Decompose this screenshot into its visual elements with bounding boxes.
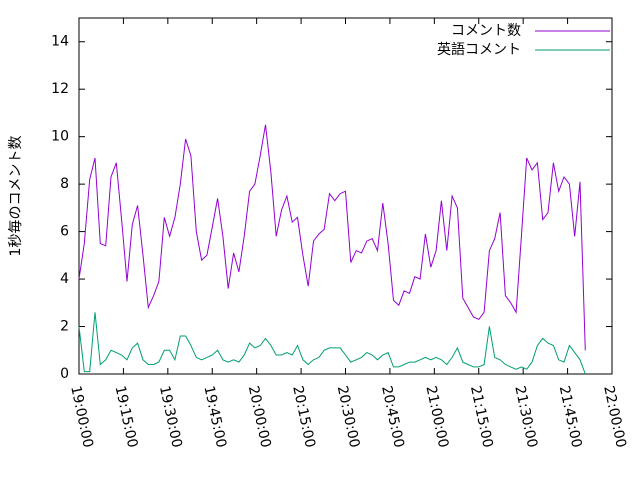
x-tick-label: 21:15:00 [467, 384, 496, 449]
y-tick-label: 6 [60, 224, 69, 240]
x-tick-label: 20:00:00 [245, 384, 274, 449]
x-tick-label: 19:30:00 [156, 384, 185, 449]
y-tick-label: 8 [60, 176, 69, 192]
y-tick-label: 4 [60, 271, 69, 287]
y-tick-label: 12 [51, 81, 69, 97]
x-tick-label: 20:15:00 [289, 384, 318, 449]
x-tick-label: 21:30:00 [511, 384, 540, 449]
x-tick-label: 21:45:00 [556, 384, 585, 449]
series-line [78, 124, 586, 351]
y-tick-label: 14 [51, 34, 69, 50]
x-tick-label: 19:15:00 [112, 384, 141, 449]
x-tick-label: 19:00:00 [67, 384, 96, 449]
y-axis-label: 1秒毎のコメント数 [8, 136, 24, 257]
x-tick-label: 22:00:00 [600, 384, 629, 449]
x-tick-label: 20:45:00 [378, 384, 407, 449]
y-tick-label: 0 [60, 366, 69, 382]
y-tick-label: 10 [51, 129, 69, 145]
y-tick-label: 2 [60, 319, 69, 335]
x-tick-label: 19:45:00 [200, 384, 229, 449]
x-tick-label: 21:00:00 [423, 384, 452, 449]
legend-label: 英語コメント [437, 41, 521, 58]
x-tick-label: 20:30:00 [334, 384, 363, 449]
series-line [78, 312, 586, 375]
legend-label: コメント数 [451, 23, 521, 39]
